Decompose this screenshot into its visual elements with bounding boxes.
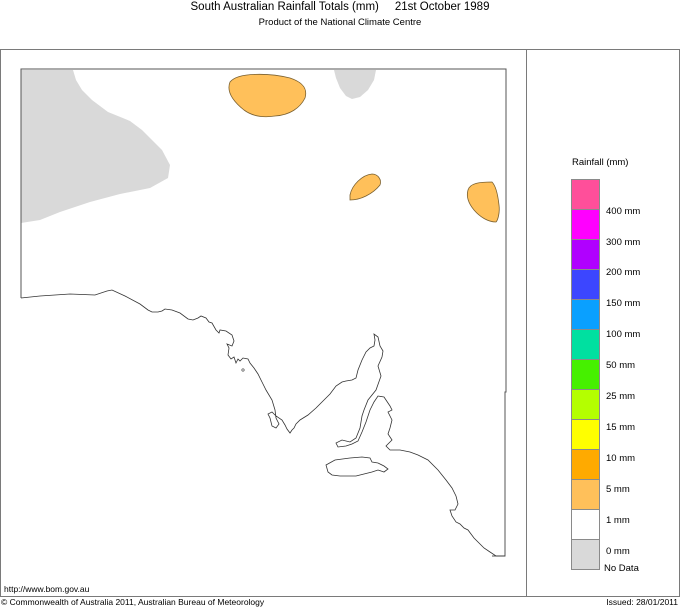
map-title: South Australian Rainfall Totals (mm) 21s… bbox=[0, 0, 680, 14]
title-date: 21st October 1989 bbox=[394, 1, 490, 13]
legend-divider bbox=[526, 49, 527, 596]
legend-label: 300 mm bbox=[606, 237, 641, 248]
map-subtitle: Product of the National Climate Centre bbox=[258, 17, 422, 28]
source-url[interactable]: http://www.bom.gov.au bbox=[4, 584, 90, 594]
legend-swatch-10-15 bbox=[572, 419, 599, 449]
legend-swatch-50-100 bbox=[572, 329, 599, 359]
legend-label: 10 mm bbox=[606, 453, 636, 464]
legend-label: 150 mm bbox=[606, 298, 641, 309]
legend-colorbar bbox=[571, 179, 600, 570]
legend-label: 5 mm bbox=[606, 484, 630, 495]
legend-swatch-300-400 bbox=[572, 209, 599, 239]
copyright-notice: © Commonwealth of Australia 2011, Austra… bbox=[1, 597, 265, 607]
rainfall-area-east bbox=[466, 181, 500, 223]
rainfall-area-north bbox=[228, 73, 307, 118]
coastline-mainland bbox=[20, 289, 505, 557]
legend-swatch-1-5 bbox=[572, 479, 599, 509]
issued-date: Issued: 28/01/2011 bbox=[606, 597, 678, 607]
rainfall-map bbox=[20, 68, 507, 557]
legend-label: 50 mm bbox=[606, 360, 636, 371]
legend-swatch-0-1 bbox=[572, 509, 599, 539]
legend-swatch-400plus bbox=[572, 179, 599, 209]
island-dot bbox=[241, 368, 245, 372]
coastline-kangaroo-island bbox=[325, 456, 389, 477]
legend-label: 0 mm bbox=[606, 546, 630, 557]
legend-label: 100 mm bbox=[606, 329, 641, 340]
legend-swatch-25-50 bbox=[572, 359, 599, 389]
legend-swatch-15-25 bbox=[572, 389, 599, 419]
title-text: South Australian Rainfall Totals (mm) bbox=[190, 1, 379, 13]
no-data-region-top bbox=[334, 70, 376, 99]
legend-swatch-no-data bbox=[572, 539, 599, 569]
legend-swatch-200-300 bbox=[572, 239, 599, 269]
legend-label: 15 mm bbox=[606, 422, 636, 433]
legend-swatch-100-150 bbox=[572, 299, 599, 329]
no-data-region-northwest bbox=[21, 70, 170, 223]
legend-label-no-data: No Data bbox=[604, 563, 639, 574]
legend-title: Rainfall (mm) bbox=[572, 157, 629, 168]
legend-label: 400 mm bbox=[606, 206, 641, 217]
rainfall-area-northeast bbox=[349, 173, 381, 201]
legend-label: 25 mm bbox=[606, 391, 636, 402]
legend-swatch-150-200 bbox=[572, 269, 599, 299]
legend-swatch-5-10 bbox=[572, 449, 599, 479]
legend-label: 200 mm bbox=[606, 267, 641, 278]
legend-label: 1 mm bbox=[606, 515, 630, 526]
